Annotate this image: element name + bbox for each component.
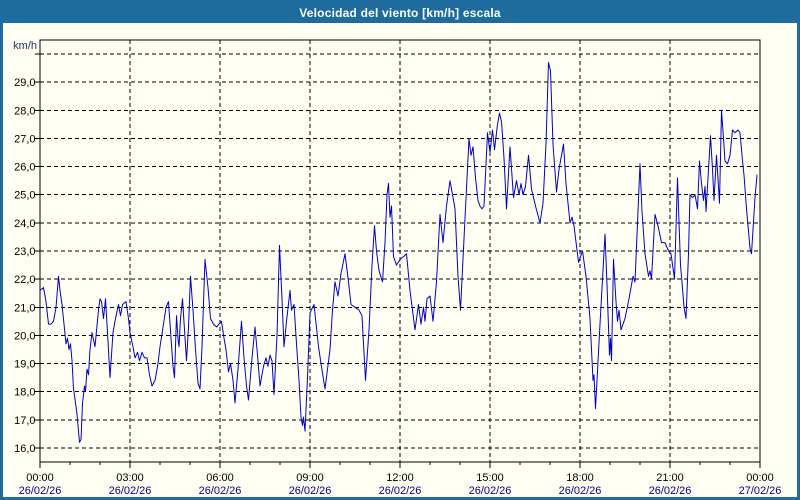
y-tick-label: 28,0 (14, 105, 35, 117)
x-tick-time-label: 03:00 (116, 472, 144, 484)
x-tick-time-label: 18:00 (566, 472, 594, 484)
y-tick-label: 29,0 (14, 77, 35, 89)
wind-speed-chart: 29,0 28,0 27,0 26,0 25,0 24,0 23,0 22,0 21,0 20,0… (13, 39, 782, 497)
y-tick-label: 21,0 (14, 302, 35, 314)
x-tick-date-label: 26/02/26 (199, 485, 242, 497)
x-tick-date-label: 26/02/26 (289, 485, 332, 497)
y-tick-label: 16,0 (14, 443, 35, 455)
y-tick-label: 24,0 (14, 218, 35, 230)
x-tick-time-label: 15:00 (476, 472, 504, 484)
x-tick-date-label: 26/02/26 (469, 485, 512, 497)
y-tick-label: 18,0 (14, 387, 35, 399)
x-tick-time-label: 21:00 (656, 472, 684, 484)
y-tick-label: 23,0 (14, 246, 35, 258)
x-tick-date-label: 26/02/26 (109, 485, 152, 497)
x-tick-time-label: 00:00 (26, 472, 54, 484)
chart-area: 29,0 28,0 27,0 26,0 25,0 24,0 23,0 22,0 21,0 20,0… (3, 23, 797, 497)
x-tick-date-label: 26/02/26 (379, 485, 422, 497)
y-tick-label: 20,0 (14, 330, 35, 342)
y-tick-label: 25,0 (14, 190, 35, 202)
x-tick-time-label: 06:00 (206, 472, 234, 484)
x-tick-time-label: 00:00 (746, 472, 774, 484)
title-bar: Velocidad del viento [km/h] escala (3, 3, 797, 23)
y-tick-label: 22,0 (14, 274, 35, 286)
x-tick-time-label: 09:00 (296, 472, 324, 484)
y-axis-unit-label: km/h (13, 40, 37, 52)
x-tick-date-label: 26/02/26 (649, 485, 692, 497)
wind-speed-line (39, 62, 758, 443)
y-tick-label: 27,0 (14, 133, 35, 145)
chart-title: Velocidad del viento [km/h] escala (299, 6, 501, 20)
y-tick-label: 17,0 (14, 415, 35, 427)
x-tick-date-label: 27/02/26 (739, 485, 782, 497)
x-tick-date-label: 26/02/26 (19, 485, 62, 497)
y-tick-label: 19,0 (14, 359, 35, 371)
y-tick-label: 26,0 (14, 162, 35, 174)
x-tick-time-label: 12:00 (386, 472, 414, 484)
x-tick-date-label: 26/02/26 (559, 485, 602, 497)
